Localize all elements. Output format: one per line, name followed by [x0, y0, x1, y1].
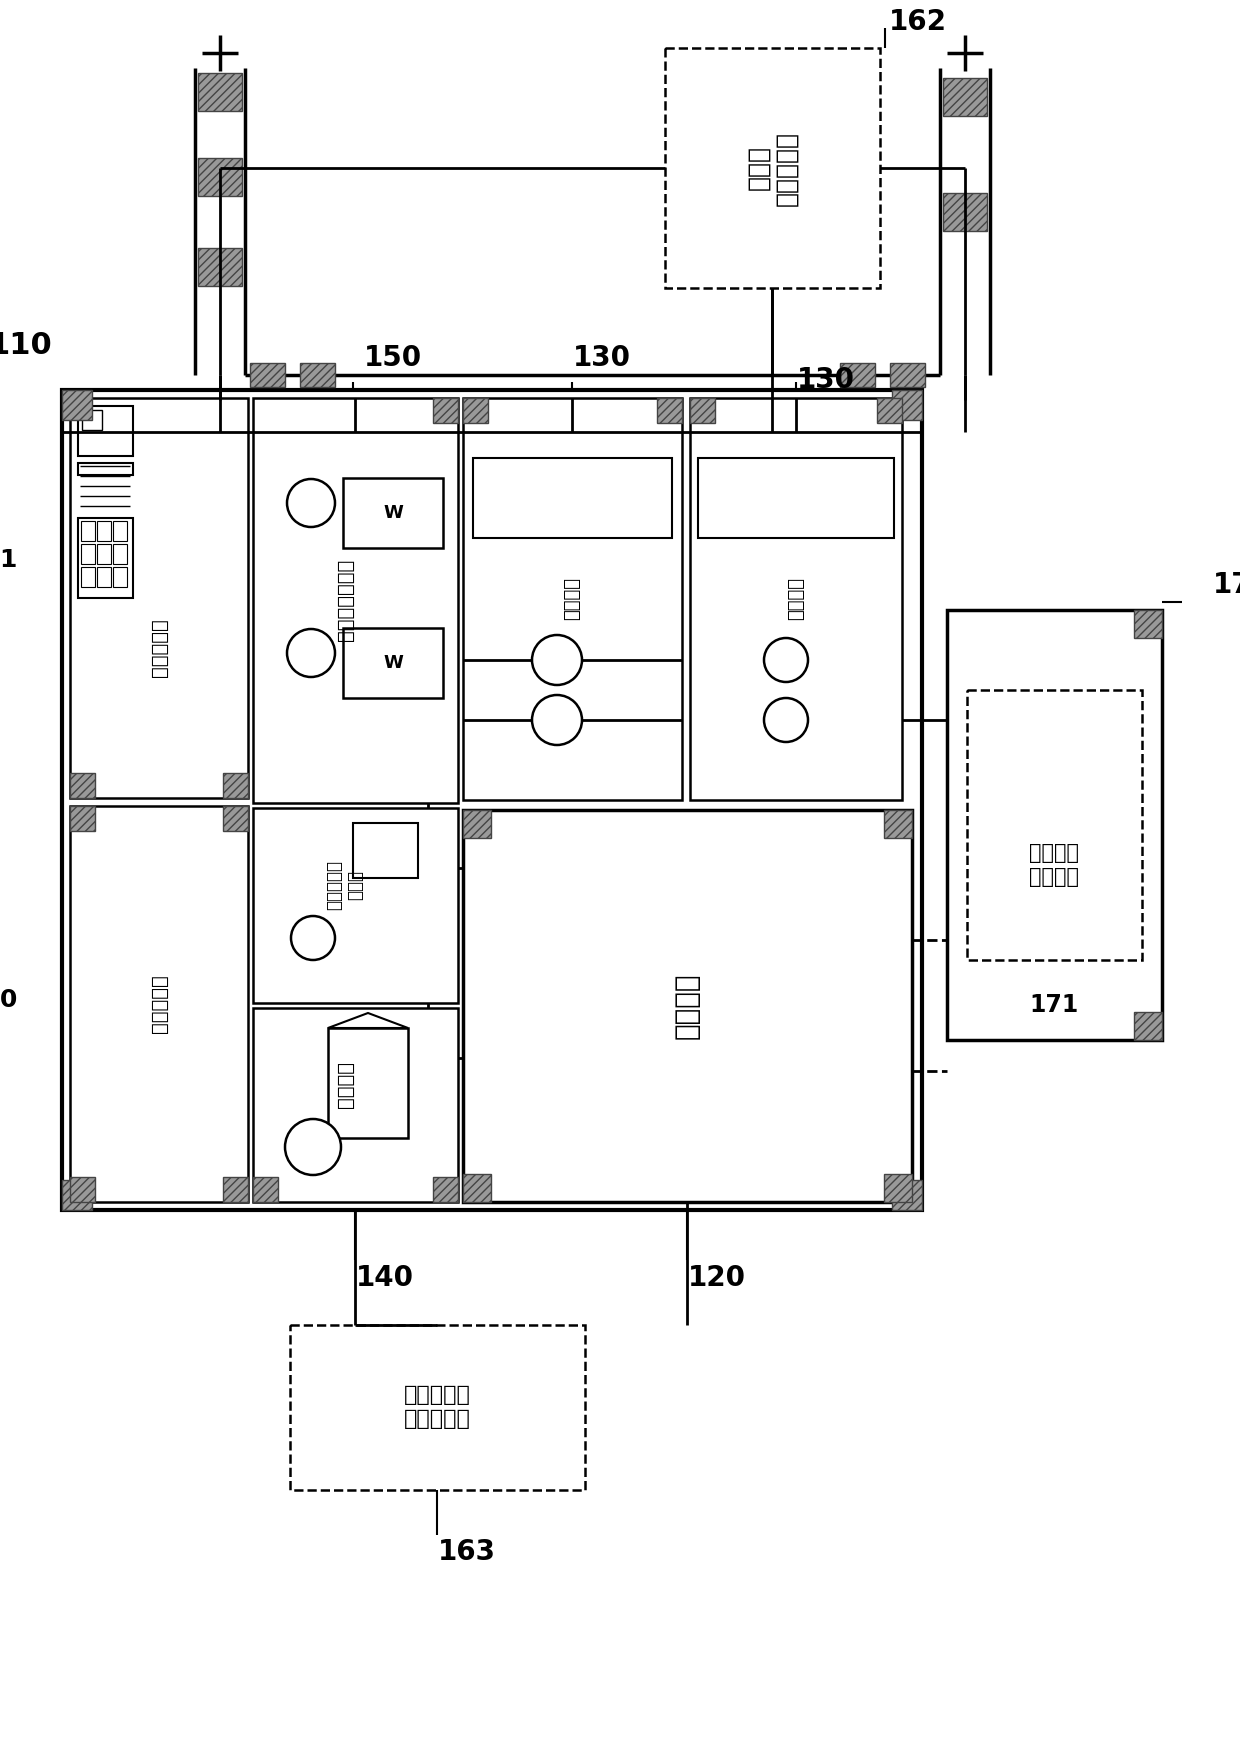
Bar	[463, 810, 911, 1203]
Bar	[198, 248, 242, 285]
Text: 170: 170	[1213, 571, 1240, 599]
Bar	[81, 544, 95, 564]
Text: W: W	[383, 504, 403, 521]
Circle shape	[532, 696, 582, 745]
Bar	[290, 1324, 585, 1490]
Bar	[343, 629, 443, 697]
Text: 130: 130	[573, 343, 631, 372]
Bar	[463, 810, 491, 838]
Bar	[689, 398, 715, 423]
Bar	[698, 458, 894, 539]
Bar	[1135, 609, 1162, 637]
Text: 应急电力
供应系统: 应急电力 供应系统	[1029, 844, 1079, 886]
Bar	[78, 518, 133, 599]
Circle shape	[764, 637, 808, 682]
Bar	[223, 807, 248, 831]
Bar	[69, 807, 248, 1203]
Text: 脱盐水
供应子系统: 脱盐水 供应子系统	[746, 130, 797, 206]
Text: 130: 130	[797, 366, 856, 394]
Text: 180: 180	[0, 988, 17, 1013]
Text: 容器装料坑: 容器装料坑	[150, 974, 169, 1034]
Text: 冷却水供应系统: 冷却水供应系统	[336, 558, 355, 641]
Bar	[967, 690, 1142, 960]
Text: 乏燃料池: 乏燃料池	[673, 972, 701, 1039]
Bar	[343, 477, 443, 548]
Bar	[300, 363, 335, 387]
Bar	[253, 1007, 458, 1203]
Bar	[97, 567, 112, 586]
Bar	[113, 567, 126, 586]
Text: 净化系统: 净化系统	[336, 1062, 355, 1108]
Bar	[81, 521, 95, 541]
Circle shape	[285, 1118, 341, 1175]
Bar	[884, 810, 911, 838]
Bar	[472, 458, 672, 539]
Bar	[353, 822, 418, 879]
Bar	[884, 1175, 911, 1203]
Bar	[62, 1180, 92, 1210]
Bar	[82, 410, 102, 430]
Bar	[253, 808, 458, 1004]
Bar	[97, 544, 112, 564]
Bar	[433, 398, 458, 423]
Bar	[433, 1176, 458, 1203]
Circle shape	[286, 629, 335, 676]
Text: 161: 161	[0, 548, 17, 572]
Text: 140: 140	[356, 1264, 414, 1293]
Bar	[463, 398, 489, 423]
Bar	[892, 1180, 923, 1210]
Bar	[942, 77, 987, 116]
Bar	[113, 544, 126, 564]
Text: 120: 120	[688, 1264, 746, 1293]
Bar	[942, 194, 987, 231]
Bar	[62, 389, 923, 1210]
Bar	[78, 407, 133, 456]
Bar	[665, 48, 880, 289]
Bar	[253, 1176, 278, 1203]
Bar	[463, 398, 682, 799]
Bar	[97, 521, 112, 541]
Bar	[223, 773, 248, 798]
Bar	[69, 807, 95, 831]
Bar	[877, 398, 901, 423]
Circle shape	[286, 479, 335, 527]
Text: 171: 171	[1029, 993, 1079, 1018]
Bar	[81, 567, 95, 586]
Circle shape	[291, 916, 335, 960]
Bar	[657, 398, 682, 423]
Bar	[253, 398, 458, 803]
Text: W: W	[383, 653, 403, 673]
Bar	[69, 773, 95, 798]
Bar	[1135, 1013, 1162, 1041]
Text: 110: 110	[0, 331, 52, 359]
Bar	[947, 609, 1162, 1041]
Bar	[62, 389, 92, 421]
Bar	[329, 1028, 408, 1138]
Bar	[890, 363, 925, 387]
Bar	[198, 72, 242, 111]
Text: 冷却系统: 冷却系统	[787, 578, 805, 620]
Text: 冷却系统: 冷却系统	[563, 578, 582, 620]
Text: 容器去污坑: 容器去污坑	[150, 618, 169, 678]
Circle shape	[532, 636, 582, 685]
Bar	[69, 1176, 95, 1203]
Text: 162: 162	[889, 9, 947, 35]
Text: 163: 163	[438, 1537, 496, 1566]
Bar	[250, 363, 285, 387]
Bar	[198, 158, 242, 195]
Bar	[839, 363, 875, 387]
Bar	[463, 1175, 491, 1203]
Text: 补给水供应
子系统: 补给水供应 子系统	[326, 859, 365, 910]
Circle shape	[764, 697, 808, 741]
Text: 150: 150	[363, 343, 422, 372]
Text: 外部补充水
供应子系统: 外部补充水 供应子系统	[403, 1386, 470, 1428]
Bar	[78, 463, 133, 475]
Polygon shape	[329, 1013, 408, 1028]
Bar	[113, 521, 126, 541]
Bar	[223, 1176, 248, 1203]
Bar	[689, 398, 901, 799]
Bar	[69, 398, 248, 798]
Bar	[892, 389, 923, 421]
